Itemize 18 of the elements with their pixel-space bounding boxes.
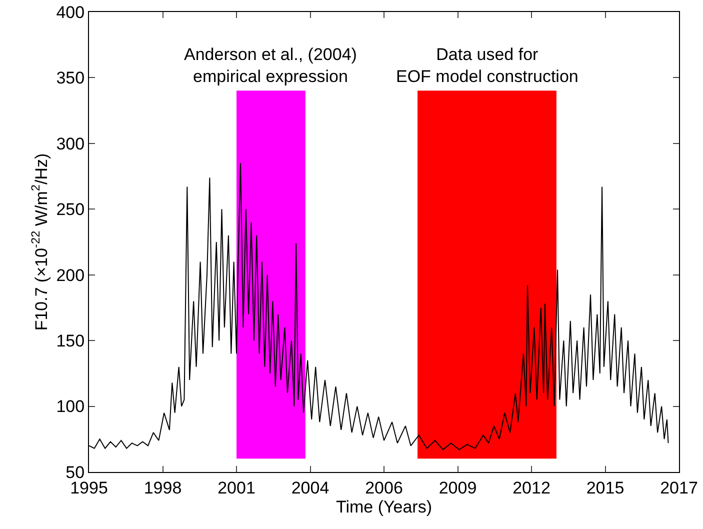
band-label: Data used for EOF model construction bbox=[396, 45, 578, 86]
y-tick-label: 400 bbox=[56, 2, 85, 22]
x-tick-label: 2009 bbox=[438, 478, 477, 498]
x-tick-label: 2006 bbox=[365, 478, 403, 498]
y-tick-label: 250 bbox=[56, 200, 85, 220]
y-tick-label: 100 bbox=[56, 397, 85, 416]
band-label: Anderson et al., (2004) empirical expression bbox=[184, 45, 357, 86]
x-tick-label: 2015 bbox=[586, 478, 624, 498]
x-tick-label: 2001 bbox=[218, 478, 256, 498]
x-tick-label: 2012 bbox=[512, 478, 550, 498]
x-tick-label: 1998 bbox=[144, 478, 182, 498]
y-tick-label: 300 bbox=[56, 134, 85, 154]
x-tick-label: 2017 bbox=[660, 478, 698, 498]
x-axis-title: Time (Years) bbox=[336, 497, 432, 516]
y-tick-label: 350 bbox=[56, 68, 85, 88]
x-tick-label: 2004 bbox=[291, 478, 330, 498]
y-tick-label: 200 bbox=[56, 266, 85, 285]
y-tick-label: 150 bbox=[56, 332, 85, 351]
